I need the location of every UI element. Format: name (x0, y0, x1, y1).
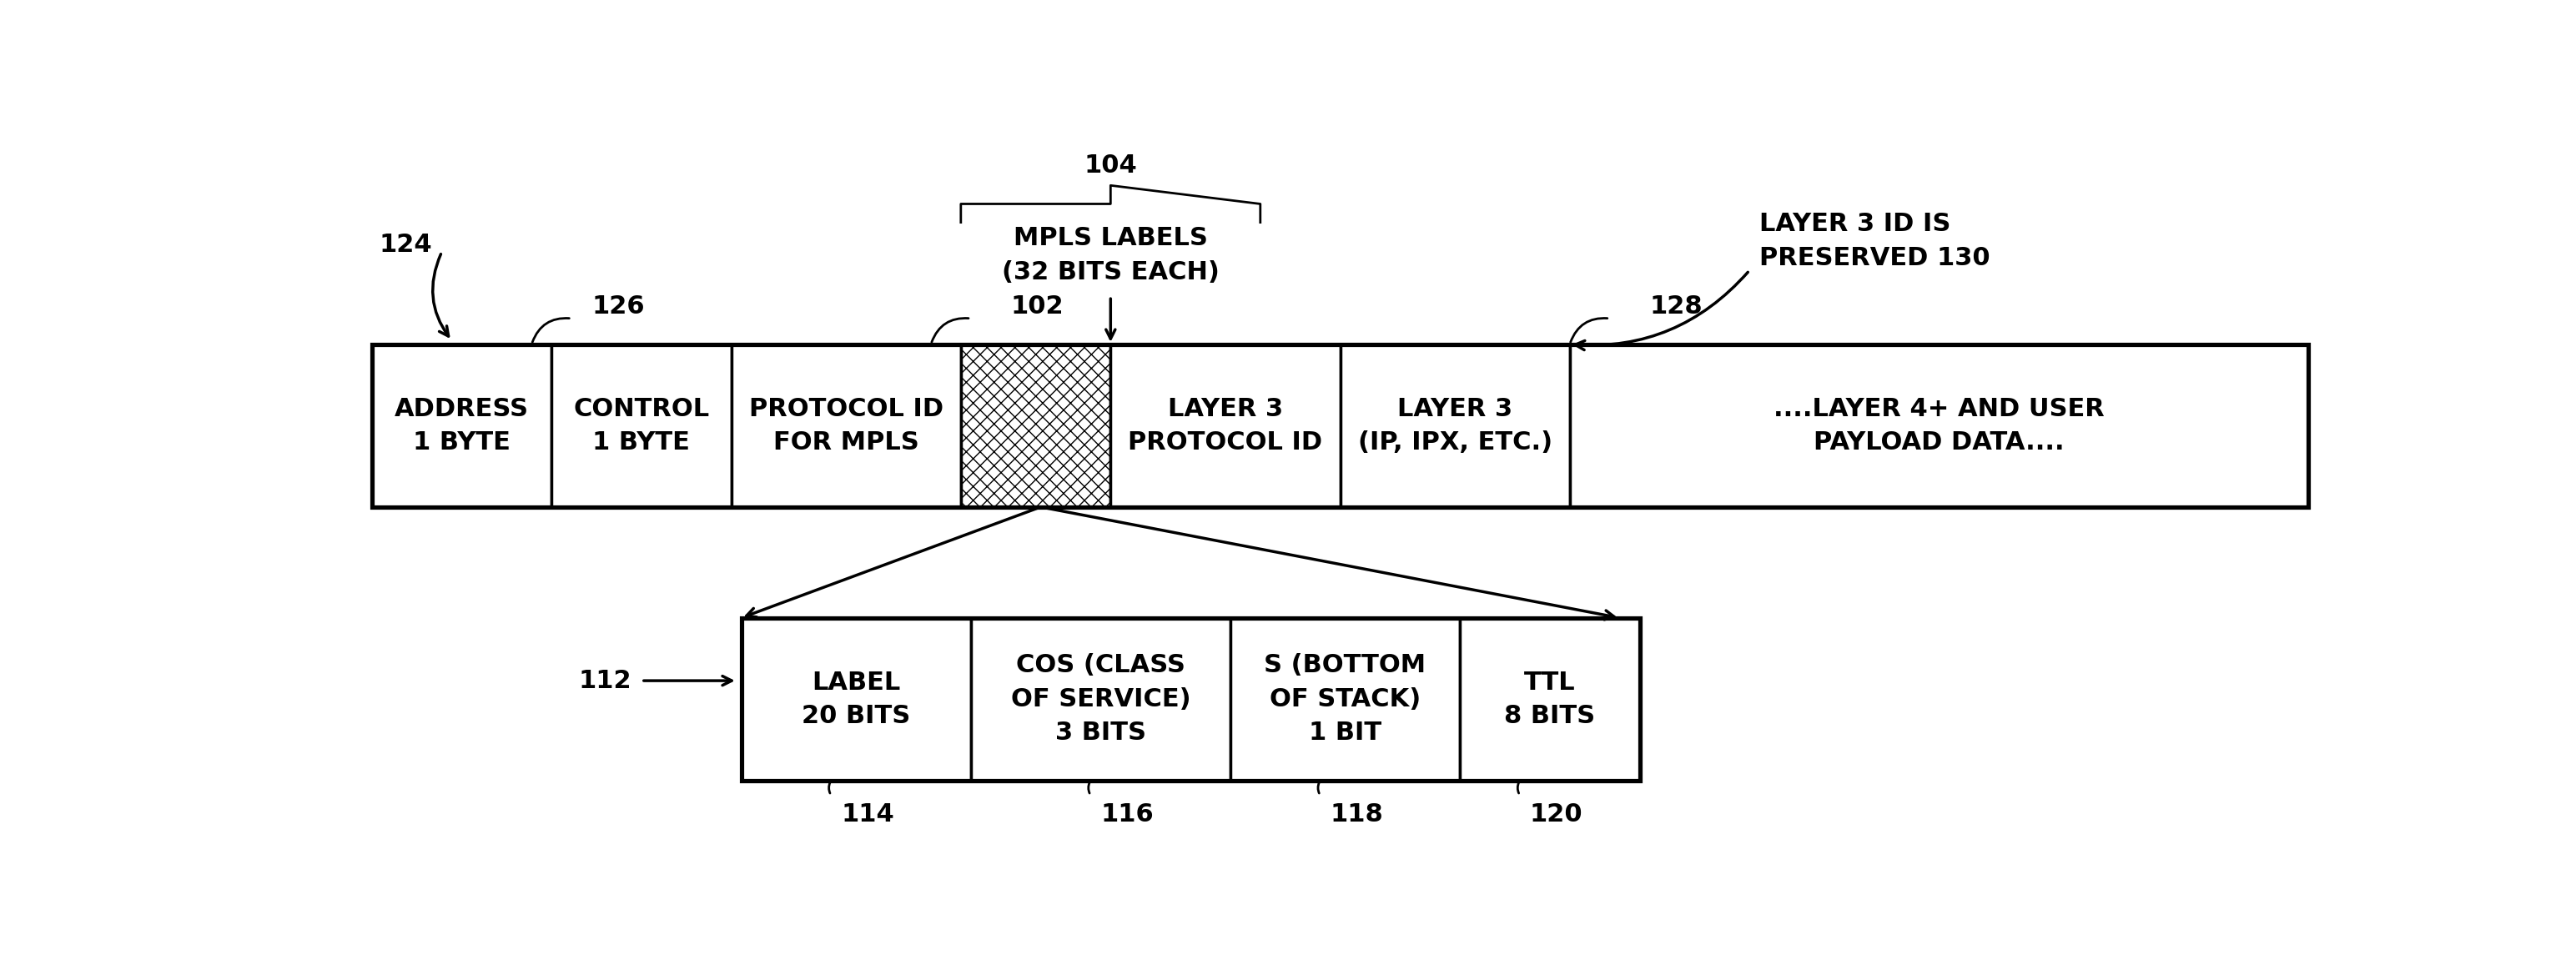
Bar (371, 345, 2308, 507)
Text: 102: 102 (1010, 295, 1064, 319)
Bar (371, 345, 551, 507)
Text: LAYER 3
PROTOCOL ID: LAYER 3 PROTOCOL ID (1128, 396, 1321, 455)
Text: 120: 120 (1530, 803, 1582, 827)
Bar (742, 618, 1641, 780)
Text: S (BOTTOM
OF STACK)
1 BIT: S (BOTTOM OF STACK) 1 BIT (1265, 654, 1427, 745)
Text: 104: 104 (1084, 154, 1136, 178)
Bar (1231, 618, 1461, 780)
Bar (551, 345, 732, 507)
Text: PROTOCOL ID
FOR MPLS: PROTOCOL ID FOR MPLS (750, 396, 943, 455)
Text: ADDRESS
1 BYTE: ADDRESS 1 BYTE (394, 396, 528, 455)
Bar (961, 345, 1110, 507)
Text: LAYER 3
(IP, IPX, ETC.): LAYER 3 (IP, IPX, ETC.) (1358, 396, 1553, 455)
Text: ....LAYER 4+ AND USER
PAYLOAD DATA....: ....LAYER 4+ AND USER PAYLOAD DATA.... (1775, 396, 2105, 455)
Text: CONTROL
1 BYTE: CONTROL 1 BYTE (574, 396, 708, 455)
Text: 116: 116 (1100, 803, 1154, 827)
Text: MPLS LABELS
(32 BITS EACH): MPLS LABELS (32 BITS EACH) (1002, 227, 1218, 284)
Text: LAYER 3 ID IS
PRESERVED 130: LAYER 3 ID IS PRESERVED 130 (1759, 212, 1991, 270)
Text: 114: 114 (840, 803, 894, 827)
Bar (961, 345, 1110, 507)
Text: COS (CLASS
OF SERVICE)
3 BITS: COS (CLASS OF SERVICE) 3 BITS (1010, 654, 1190, 745)
Text: 112: 112 (580, 668, 631, 693)
Bar (1461, 618, 1641, 780)
Bar (732, 345, 961, 507)
Text: 128: 128 (1649, 295, 1703, 319)
Text: LABEL
20 BITS: LABEL 20 BITS (801, 670, 909, 728)
Text: 118: 118 (1329, 803, 1383, 827)
Bar (1110, 345, 1340, 507)
Text: 124: 124 (379, 232, 433, 256)
Bar (742, 618, 971, 780)
Text: TTL
8 BITS: TTL 8 BITS (1504, 670, 1595, 728)
Bar (1340, 345, 1569, 507)
Bar (1569, 345, 2308, 507)
Text: 126: 126 (592, 295, 644, 319)
Bar (971, 618, 1231, 780)
